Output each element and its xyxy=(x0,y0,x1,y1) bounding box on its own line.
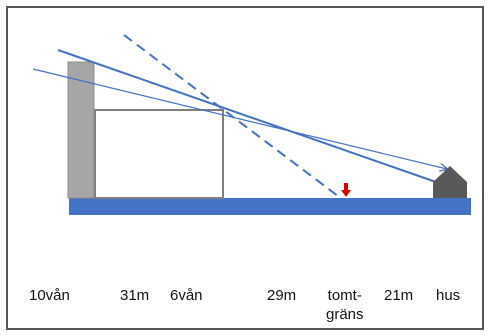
ground-strip xyxy=(69,198,471,215)
label-21m: 21m xyxy=(384,287,414,304)
label-29m: 29m xyxy=(267,287,297,304)
tall-building xyxy=(67,61,95,199)
label-plot-boundary: tomt- gräns xyxy=(326,287,364,325)
label-plot-boundary-line-2: gräns xyxy=(326,305,364,323)
label-plot-boundary-line-1: tomt- xyxy=(327,287,362,304)
light-ray-thin xyxy=(32,68,447,169)
house-icon xyxy=(433,166,467,198)
mid-building xyxy=(94,109,224,199)
label-house: hus xyxy=(436,287,461,304)
light-ray-dashed xyxy=(123,34,339,197)
diagram-frame xyxy=(6,6,484,330)
label-6-floors: 6vån xyxy=(170,287,203,304)
label-10-floors: 10vån xyxy=(29,287,70,304)
light-ray-solid xyxy=(57,49,437,183)
down-arrow-icon xyxy=(341,183,351,197)
label-31m: 31m xyxy=(120,287,150,304)
